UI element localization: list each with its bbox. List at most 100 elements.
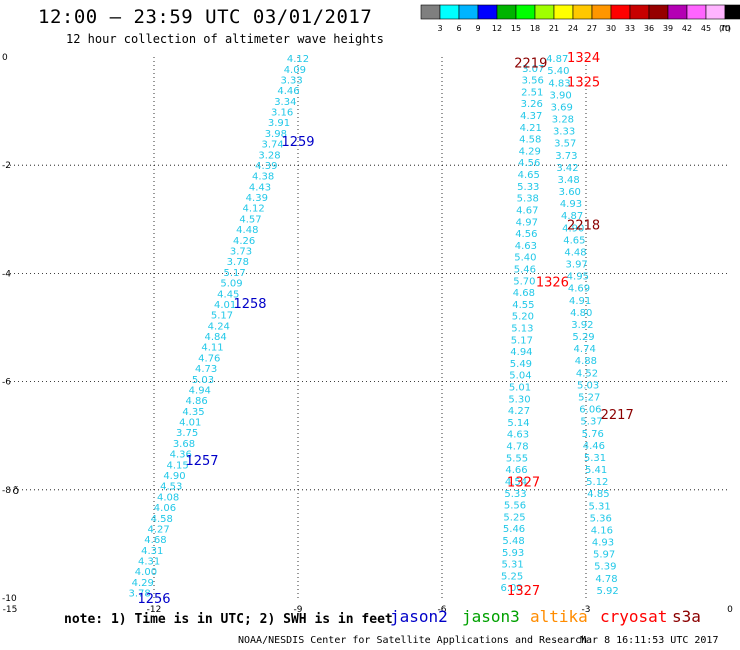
x-tick-label: -12	[147, 605, 162, 615]
swh-value-label: 4.67	[516, 205, 538, 216]
swh-value-label: 3.97	[566, 260, 588, 271]
swh-value-label: 4.15	[166, 460, 188, 471]
swh-value-label: 5.03	[577, 380, 599, 391]
swh-value-label: 4.94	[189, 385, 211, 396]
pass-number-label: 1324	[567, 51, 600, 66]
swh-value-label: 4.93	[592, 538, 614, 549]
y-tick-label: -8	[2, 486, 11, 496]
satellite-jason3-label: jason3	[462, 607, 520, 626]
swh-value-label: 5.46	[514, 264, 536, 275]
footer-note: note: 1) Time is in UTC; 2) SWH is in fe…	[64, 612, 393, 627]
legend-tick-label: 42	[682, 24, 692, 33]
swh-value-label: 2.51	[521, 87, 543, 98]
swh-value-label: 5.38	[517, 194, 539, 205]
swh-value-label: 4.91	[569, 296, 591, 307]
swh-value-label: 4.78	[595, 574, 617, 585]
swh-value-label: 5.36	[590, 513, 612, 524]
swh-value-label: 4.90	[163, 471, 185, 482]
wave-height-chart: -15 -12 -9 -6 -3 00-2-4-6-8-104.124.093.334.4…	[2, 51, 733, 615]
swh-value-label: 4.93	[560, 199, 582, 210]
swh-value-label: 5.20	[512, 312, 534, 323]
legend-tick-label: 39	[663, 24, 673, 33]
x-tick-label: -15	[3, 605, 18, 615]
swh-value-label: 3.28	[258, 150, 280, 161]
satellite-s3a-label: s3a	[672, 607, 701, 626]
generation-timestamp: Mar 8 16:11:53 UTC 2017	[580, 635, 719, 646]
swh-value-label: 3.34	[274, 97, 296, 108]
y-tick-label: -10	[2, 594, 17, 604]
swh-value-label: 5.01	[509, 383, 531, 394]
swh-value-label: 5.25	[503, 512, 525, 523]
swh-value-label: 5.33	[517, 182, 539, 193]
pass-number-label: 2217	[601, 408, 634, 423]
x-tick-label: -9	[294, 605, 303, 615]
swh-value-label: 3.57	[554, 139, 576, 150]
legend-tick-label: 12	[492, 24, 502, 33]
swh-value-label: 3.75	[176, 428, 198, 439]
swh-value-label: 5.41	[585, 465, 607, 476]
swh-value-label: 3.74	[262, 140, 284, 151]
swh-value-label: 5.92	[596, 586, 618, 597]
swh-value-label: 4.24	[208, 321, 230, 332]
swh-value-label: 3.07	[522, 64, 544, 75]
swh-value-label: 3.78	[128, 589, 150, 600]
swh-value-label: 4.74	[574, 344, 596, 355]
swh-value-label: 3.98	[265, 129, 287, 140]
swh-value-label: 3.33	[553, 127, 575, 138]
swh-value-label: 4.01	[179, 418, 201, 429]
swh-value-label: 4.39	[255, 161, 277, 172]
swh-value-label: 4.58	[151, 514, 173, 525]
swh-value-label: 4.27	[508, 406, 530, 417]
legend-tick-label: 24	[568, 24, 578, 33]
swh-value-label: 4.29	[519, 146, 541, 157]
swh-value-label: 5.37	[580, 417, 602, 428]
swh-value-label: 4.52	[576, 368, 598, 379]
pass-number-label: 1257	[185, 454, 218, 469]
swh-value-label: 5.03	[192, 375, 214, 386]
x-tick-label: -6	[438, 605, 447, 615]
swh-value-label: 4.88	[575, 356, 597, 367]
legend-tick-label: 27	[587, 24, 597, 33]
swh-value-label: 4.53	[160, 482, 182, 493]
swh-value-label: 4.84	[204, 332, 226, 343]
swh-value-label: 4.90	[562, 223, 584, 234]
swh-value-label: 5.97	[593, 550, 615, 561]
legend-tick-label: 36	[644, 24, 654, 33]
swh-value-label: 4.37	[520, 111, 542, 122]
swh-value-label: 4.48	[564, 247, 586, 258]
swh-value-label: 4.46	[277, 86, 299, 97]
swh-value-label: 4.43	[249, 182, 271, 193]
swh-value-label: 5.12	[586, 477, 608, 488]
swh-value-label: 4.55	[512, 300, 534, 311]
swh-value-label: 3.91	[268, 118, 290, 129]
swh-value-label: 4.11	[201, 343, 223, 354]
pass-number-label: 1258	[233, 297, 266, 312]
swh-value-label: 5.55	[506, 453, 528, 464]
swh-value-label: 4.35	[182, 407, 204, 418]
swh-value-label: 5.04	[509, 371, 531, 382]
swh-value-label: 4.16	[591, 525, 613, 536]
swh-value-label: 4.97	[516, 217, 538, 228]
pass-number-label: 1325	[567, 75, 600, 90]
swh-value-label: 5.40	[547, 66, 569, 77]
swh-value-label: 4.31	[138, 557, 160, 568]
swh-value-label: 4.26	[233, 236, 255, 247]
swh-value-label: 3.69	[551, 102, 573, 113]
swh-value-label: 4.46	[583, 441, 605, 452]
swh-value-label: 5.31	[584, 453, 606, 464]
swh-value-label: 5.29	[572, 332, 594, 343]
legend-swatch	[724, 4, 740, 20]
swh-value-label: 3.78	[227, 257, 249, 268]
swh-value-label: 4.57	[239, 214, 261, 225]
legend-tick-label: 18	[530, 24, 540, 33]
swh-value-label: 3.42	[556, 163, 578, 174]
satellite-cryosat-label: cryosat	[600, 607, 668, 626]
swh-value-label: 4.73	[195, 364, 217, 375]
legend-tick-label: 15	[511, 24, 521, 33]
y-tick-label: 0	[2, 53, 8, 63]
legend-tick-label: 9	[475, 24, 480, 33]
pass-number-label: 1256	[137, 592, 170, 607]
swh-value-label: 5.40	[514, 253, 536, 264]
swh-value-label: 4.56	[518, 158, 540, 169]
